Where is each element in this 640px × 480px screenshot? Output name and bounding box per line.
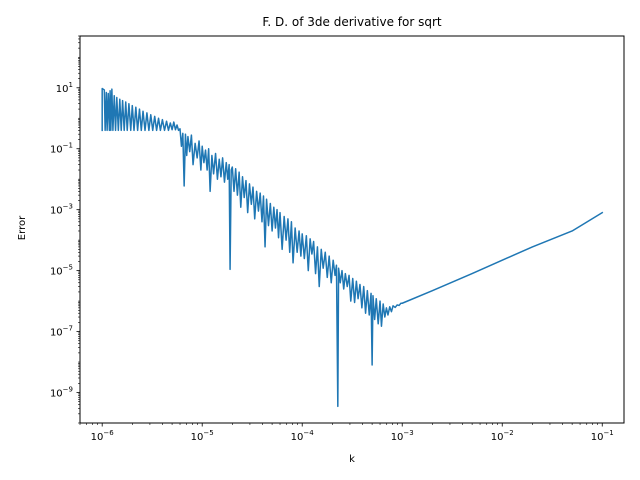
y-tick-label: 10−7 (50, 325, 73, 339)
x-tick-label: 10−6 (91, 429, 115, 443)
y-tick-label: 10−3 (50, 203, 73, 217)
x-tick-label: 10−3 (391, 429, 414, 443)
x-tick-label: 10−2 (491, 429, 514, 443)
y-axis: 10−9 10−7 10−5 10−3 10−1 101 (50, 35, 80, 424)
y-axis-label: Error (17, 215, 28, 240)
x-tick-label: 10−1 (591, 429, 614, 443)
chart-title: F. D. of 3de derivative for sqrt (262, 15, 441, 29)
y-tick-label: 10−9 (50, 386, 73, 400)
y-tick-label: 10−1 (50, 142, 73, 156)
x-tick-label: 10−4 (291, 429, 315, 443)
y-tick-label: 101 (56, 81, 73, 95)
x-axis: 10−6 10−5 10−4 10−3 10−2 10−1 (79, 423, 614, 443)
plot-frame (79, 35, 625, 424)
plot-data (101, 87, 604, 408)
series-line-0 (101, 87, 604, 408)
x-axis-label: k (349, 454, 355, 465)
y-tick-label: 10−5 (50, 264, 73, 278)
x-tick-label: 10−5 (191, 429, 214, 443)
